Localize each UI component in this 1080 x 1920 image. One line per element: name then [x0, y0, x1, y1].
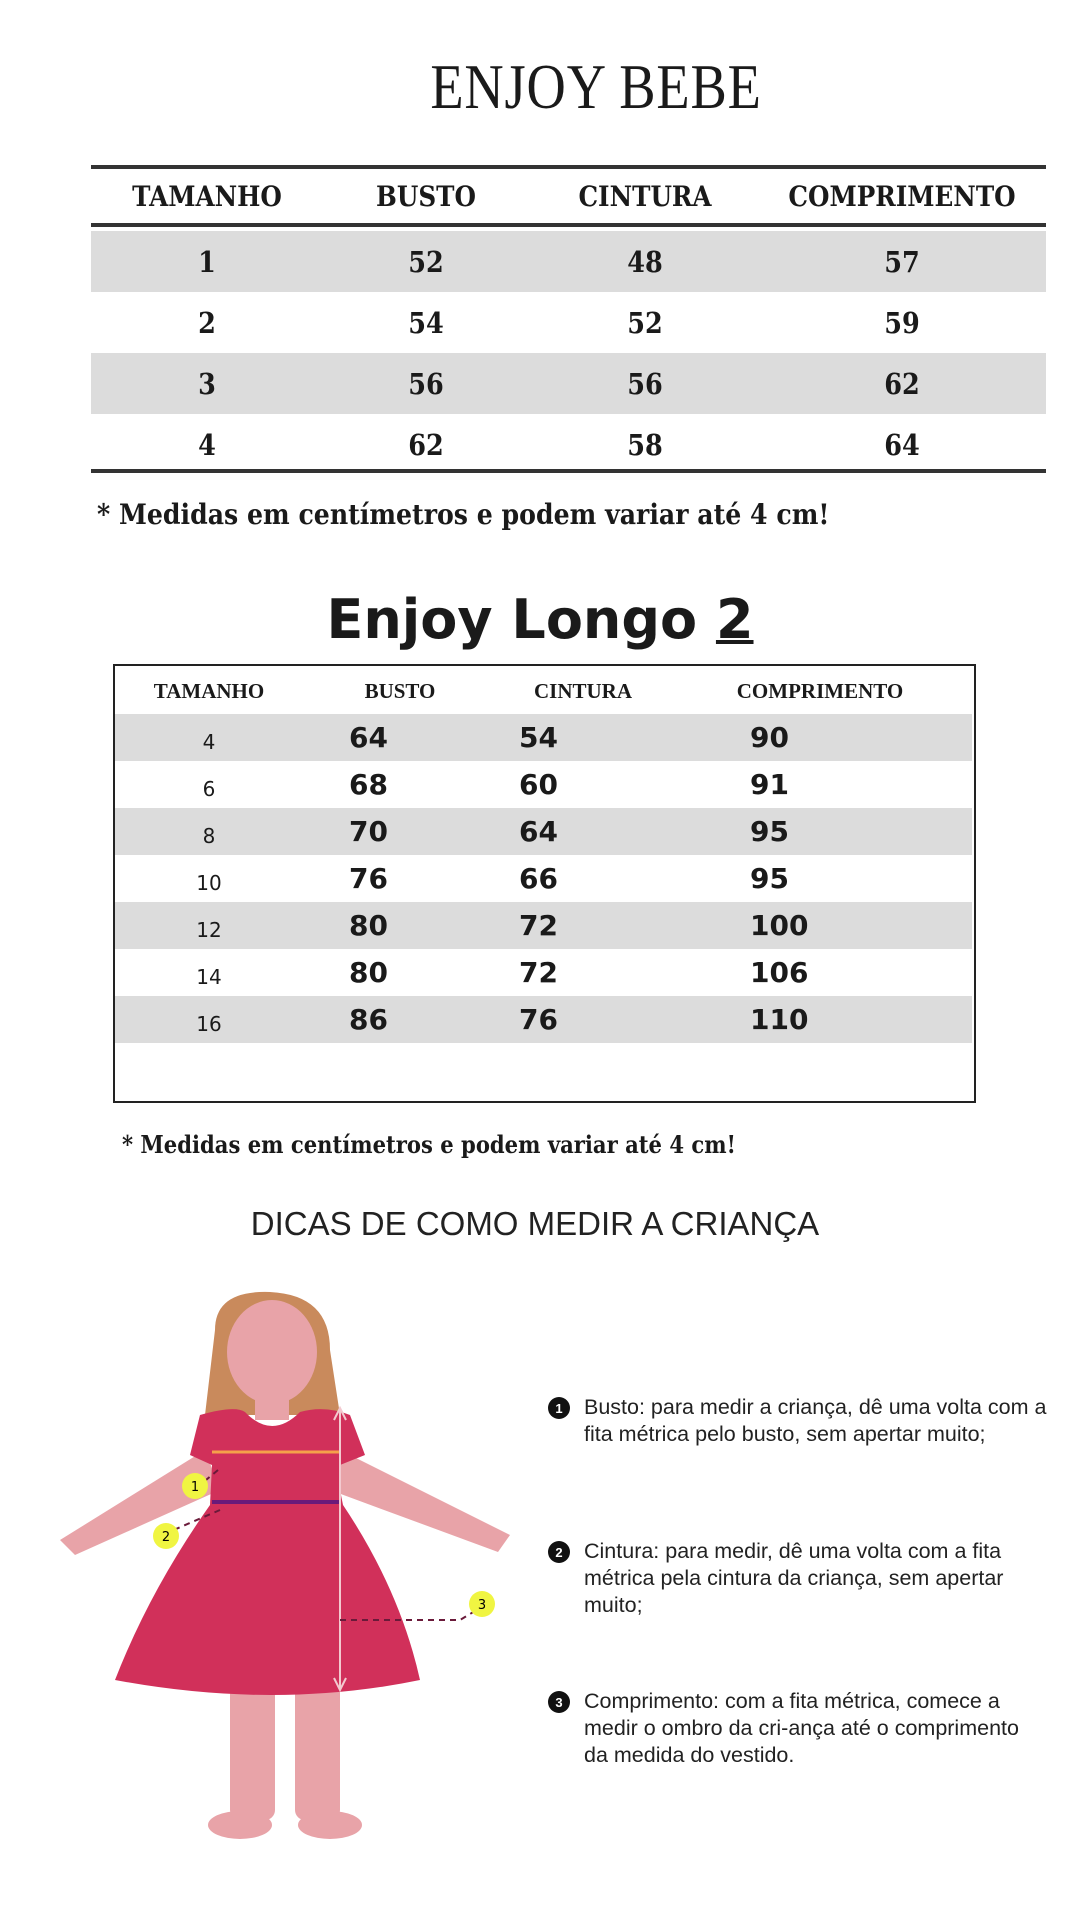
column-header: BUSTO	[376, 179, 476, 213]
table-cell: 95	[750, 815, 789, 848]
column-header: CINTURA	[533, 679, 632, 703]
marker-2: 2	[162, 1530, 170, 1545]
column-header: TAMANHO	[132, 179, 282, 213]
right-arm	[330, 1450, 510, 1552]
longo-size-table: TAMANHO BUSTO CINTURA COMPRIMENTO 4 64 54 90 6 68…	[113, 664, 976, 1103]
table-cell: 12	[196, 917, 222, 942]
right-leg	[295, 1670, 340, 1820]
table-cell: 64	[884, 427, 920, 462]
bebe-title: ENJOY BEBE	[430, 51, 762, 122]
table-cell: 52	[627, 305, 663, 340]
longo-title-text: Enjoy Longo	[326, 588, 698, 651]
table-cell: 62	[408, 427, 444, 462]
tip-length: 3 Comprimento: com a fita métrica, comece…	[548, 1688, 1048, 1769]
table-row: 10 76 66 95	[115, 855, 972, 902]
bebe-size-table: TAMANHO BUSTO CINTURA COMPRIMENTO 1 52 48 57 2 54…	[91, 165, 1046, 473]
table-cell: 57	[884, 244, 920, 279]
column-header: CINTURA	[578, 179, 712, 213]
table-cell: 72	[519, 909, 558, 942]
longo-title: Enjoy Longo 2	[0, 588, 1080, 651]
tip-bust: 1 Busto: para medir a criança, dê uma vol…	[548, 1394, 1048, 1448]
dress	[115, 1409, 420, 1695]
table-cell: 3	[198, 366, 216, 401]
longo-title-number: 2	[715, 588, 754, 651]
table-cell: 59	[884, 305, 920, 340]
table-header-row: TAMANHO BUSTO CINTURA COMPRIMENTO	[91, 169, 1046, 227]
marker-3: 3	[478, 1598, 486, 1613]
table-row: 4 62 58 64	[91, 414, 1046, 475]
table-cell: 56	[408, 366, 444, 401]
tips-title: DICAS DE COMO MEDIR A CRIANÇA	[250, 1205, 820, 1242]
table-cell: 76	[349, 862, 388, 895]
table-row: 1 52 48 57	[91, 231, 1046, 292]
table-cell: 70	[349, 815, 388, 848]
table-cell: 1	[198, 244, 216, 279]
table-cell: 80	[349, 956, 388, 989]
left-leg	[230, 1670, 275, 1820]
column-header: COMPRIMENTO	[736, 679, 904, 703]
head	[227, 1300, 317, 1404]
table-cell: 4	[202, 729, 216, 754]
table-cell: 6	[202, 776, 216, 801]
table-row: 16 86 76 110	[115, 996, 972, 1043]
table-cell: 100	[750, 909, 809, 942]
number-bullet-icon: 2	[548, 1541, 570, 1563]
column-header: BUSTO	[364, 679, 436, 703]
table-cell: 64	[519, 815, 558, 848]
table-cell: 95	[750, 862, 789, 895]
table-cell: 110	[750, 1003, 809, 1036]
tip-text: Comprimento: com a fita métrica, comece …	[584, 1689, 1019, 1767]
table-cell: 2	[198, 305, 216, 340]
table-row: 4 64 54 90	[115, 714, 972, 761]
table-header-row: TAMANHO BUSTO CINTURA COMPRIMENTO	[115, 668, 974, 715]
table-cell: 64	[349, 721, 388, 754]
table-cell: 72	[519, 956, 558, 989]
bebe-note: * Medidas em centímetros e podem variar …	[97, 498, 830, 531]
table-cell: 60	[519, 768, 558, 801]
table-cell: 90	[750, 721, 789, 754]
table-cell: 91	[750, 768, 789, 801]
table-cell: 48	[627, 244, 663, 279]
marker-1: 1	[191, 1480, 199, 1495]
number-bullet-icon: 3	[548, 1691, 570, 1713]
table-row: 8 70 64 95	[115, 808, 972, 855]
table-cell: 86	[349, 1003, 388, 1036]
table-cell: 14	[196, 964, 222, 989]
tip-text: Cintura: para medir, dê uma volta com a …	[584, 1539, 1004, 1617]
table-cell: 54	[519, 721, 558, 754]
table-cell: 4	[198, 427, 216, 462]
tip-text: Busto: para medir a criança, dê uma volt…	[584, 1395, 1047, 1446]
child-measurement-illustration: 1 2 3	[60, 1291, 510, 1839]
table-cell: 56	[627, 366, 663, 401]
table-cell: 58	[627, 427, 663, 462]
table-cell: 106	[750, 956, 809, 989]
longo-note: * Medidas em centímetros e podem variar …	[122, 1130, 736, 1159]
table-cell: 54	[408, 305, 444, 340]
table-cell: 16	[196, 1011, 222, 1036]
table-row: 14 80 72 106	[115, 949, 972, 996]
table-cell: 80	[349, 909, 388, 942]
table-row: 2 54 52 59	[91, 292, 1046, 353]
column-header: COMPRIMENTO	[788, 179, 1016, 213]
table-cell: 68	[349, 768, 388, 801]
table-row: 6 68 60 91	[115, 761, 972, 808]
table-cell: 66	[519, 862, 558, 895]
table-cell: 8	[202, 823, 216, 848]
number-bullet-icon: 1	[548, 1397, 570, 1419]
table-row: 12 80 72 100	[115, 902, 972, 949]
table-cell: 62	[884, 366, 920, 401]
table-row: 3 56 56 62	[91, 353, 1046, 414]
table-cell: 10	[196, 870, 222, 895]
table-cell: 76	[519, 1003, 558, 1036]
left-arm	[60, 1450, 220, 1555]
table-cell: 52	[408, 244, 444, 279]
column-header: TAMANHO	[153, 679, 265, 703]
tip-waist: 2 Cintura: para medir, dê uma volta com a…	[548, 1538, 1048, 1619]
